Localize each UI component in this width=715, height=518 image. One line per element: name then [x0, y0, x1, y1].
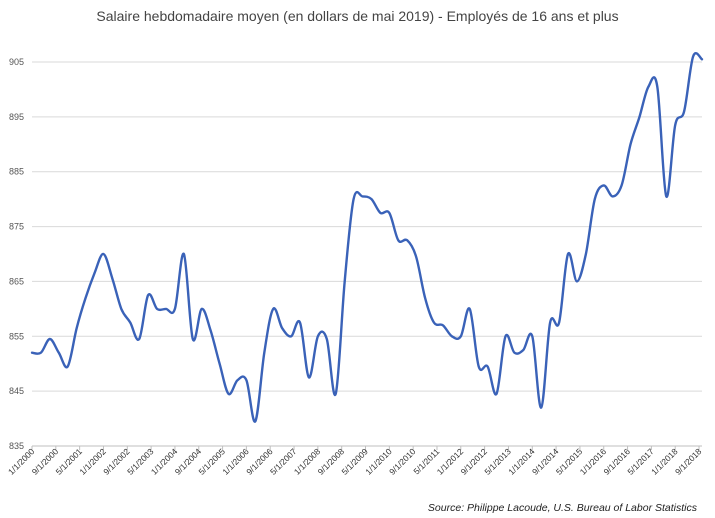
x-tick-label: 9/1/2018: [673, 446, 704, 477]
y-tick-label: 855: [9, 331, 24, 341]
y-tick-label: 895: [9, 112, 24, 122]
gridlines: [32, 61, 702, 392]
y-tick-label: 865: [9, 276, 24, 286]
y-tick-label: 835: [9, 441, 24, 451]
chart-title: Salaire hebdomadaire moyen (en dollars d…: [96, 8, 619, 24]
y-tick-label: 905: [9, 57, 24, 67]
y-tick-label: 845: [9, 386, 24, 396]
series-line-0: [30, 51, 704, 423]
y-tick-label: 885: [9, 167, 24, 177]
series-layer: [30, 51, 704, 423]
y-tick-label: 875: [9, 222, 24, 232]
y-axis-ticks: 835 845 855 865 875 885 895 905: [9, 57, 24, 451]
chart-source: Source: Philippe Lacoude, U.S. Bureau of…: [427, 502, 697, 514]
x-axis-ticks: 1/1/20009/1/20005/1/20011/1/20029/1/2002…: [6, 446, 704, 477]
